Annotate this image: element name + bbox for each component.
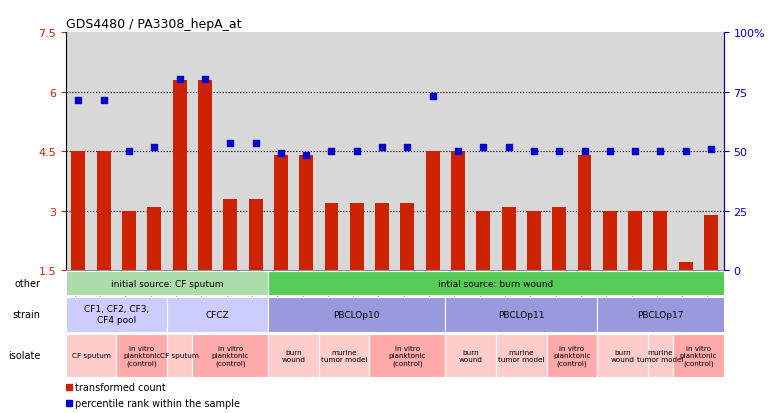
Bar (553, 207, 566, 271)
Bar (598, 334, 648, 377)
Text: percentile rank within the sample: percentile rank within the sample (76, 398, 241, 408)
Point (502, 145, 515, 151)
Bar (248, 199, 262, 271)
Text: other: other (15, 278, 40, 288)
Text: murine
tumor model: murine tumor model (637, 349, 683, 362)
Bar (66, 297, 167, 332)
Text: CF1, CF2, CF3,
CF4 pool: CF1, CF2, CF3, CF4 pool (84, 305, 149, 324)
Bar (71, 152, 85, 271)
Bar (274, 156, 288, 271)
Text: intial source: burn wound: intial source: burn wound (438, 279, 553, 288)
Bar (445, 334, 496, 377)
Text: in vitro
planktonic
(control): in vitro planktonic (control) (680, 345, 717, 366)
Text: in vitro
planktonic
(control): in vitro planktonic (control) (211, 345, 249, 366)
Bar (173, 81, 187, 271)
Bar (704, 215, 718, 271)
Text: PBCLOp17: PBCLOp17 (637, 310, 683, 319)
Bar (577, 156, 591, 271)
Bar (369, 334, 445, 377)
Point (275, 150, 287, 157)
Bar (653, 211, 667, 271)
Point (629, 149, 642, 155)
Point (173, 76, 186, 83)
Bar (269, 334, 319, 377)
Bar (192, 334, 269, 377)
Text: PBCLOp11: PBCLOp11 (498, 310, 545, 319)
Point (351, 149, 363, 155)
Bar (546, 334, 598, 377)
Point (300, 152, 313, 159)
Bar (445, 297, 598, 332)
Bar (324, 203, 338, 271)
Bar (628, 211, 642, 271)
Text: burn
wound: burn wound (611, 349, 635, 362)
Bar (603, 211, 617, 271)
Bar (116, 334, 167, 377)
Text: in vitro
planktonic
(control): in vitro planktonic (control) (553, 345, 591, 366)
Point (452, 149, 464, 155)
Text: PBCLOp10: PBCLOp10 (334, 310, 380, 319)
Bar (527, 211, 541, 271)
Bar (679, 263, 693, 271)
Point (98, 97, 110, 104)
Bar (319, 334, 369, 377)
Point (654, 149, 666, 155)
Point (528, 149, 540, 155)
Text: isolate: isolate (8, 351, 40, 361)
Bar (648, 334, 673, 377)
Bar (269, 297, 445, 332)
Point (426, 93, 439, 100)
Bar (66, 272, 269, 295)
Point (604, 149, 616, 155)
Point (148, 145, 160, 151)
Bar (496, 334, 546, 377)
Bar (300, 156, 313, 271)
Point (325, 149, 337, 155)
Text: murine
tumor model: murine tumor model (320, 349, 368, 362)
Text: in vitro
planktonic
(control): in vitro planktonic (control) (123, 345, 160, 366)
Bar (350, 203, 364, 271)
Point (376, 145, 389, 151)
Bar (598, 297, 724, 332)
Bar (476, 211, 490, 271)
Bar (673, 334, 724, 377)
Point (72, 97, 84, 104)
Point (553, 149, 566, 155)
Point (680, 149, 692, 155)
Bar (97, 152, 111, 271)
Bar (167, 334, 192, 377)
Text: murine
tumor model: murine tumor model (498, 349, 545, 362)
Point (224, 140, 237, 147)
Bar (502, 207, 515, 271)
Point (199, 76, 211, 83)
Bar (224, 199, 237, 271)
Bar (198, 81, 212, 271)
Text: burn
wound: burn wound (282, 349, 306, 362)
Bar (451, 152, 465, 271)
Text: burn
wound: burn wound (459, 349, 483, 362)
Text: CF sputum: CF sputum (72, 353, 111, 358)
Bar (147, 207, 161, 271)
Point (578, 149, 591, 155)
Point (705, 147, 717, 153)
Bar (426, 152, 440, 271)
Text: in vitro
planktonic
(control): in vitro planktonic (control) (389, 345, 426, 366)
Bar (167, 297, 269, 332)
Bar (269, 272, 724, 295)
Text: initial source: CF sputum: initial source: CF sputum (111, 279, 223, 288)
Point (123, 149, 135, 155)
Point (401, 145, 413, 151)
Bar (375, 203, 389, 271)
Text: CF sputum: CF sputum (160, 353, 199, 358)
Point (477, 145, 489, 151)
Text: strain: strain (12, 309, 40, 319)
Point (249, 140, 262, 147)
Text: transformed count: transformed count (76, 382, 166, 392)
Text: GDS4480 / PA3308_hepA_at: GDS4480 / PA3308_hepA_at (66, 17, 241, 31)
Text: CFCZ: CFCZ (206, 310, 229, 319)
Bar (122, 211, 136, 271)
Bar (66, 334, 116, 377)
Bar (400, 203, 414, 271)
